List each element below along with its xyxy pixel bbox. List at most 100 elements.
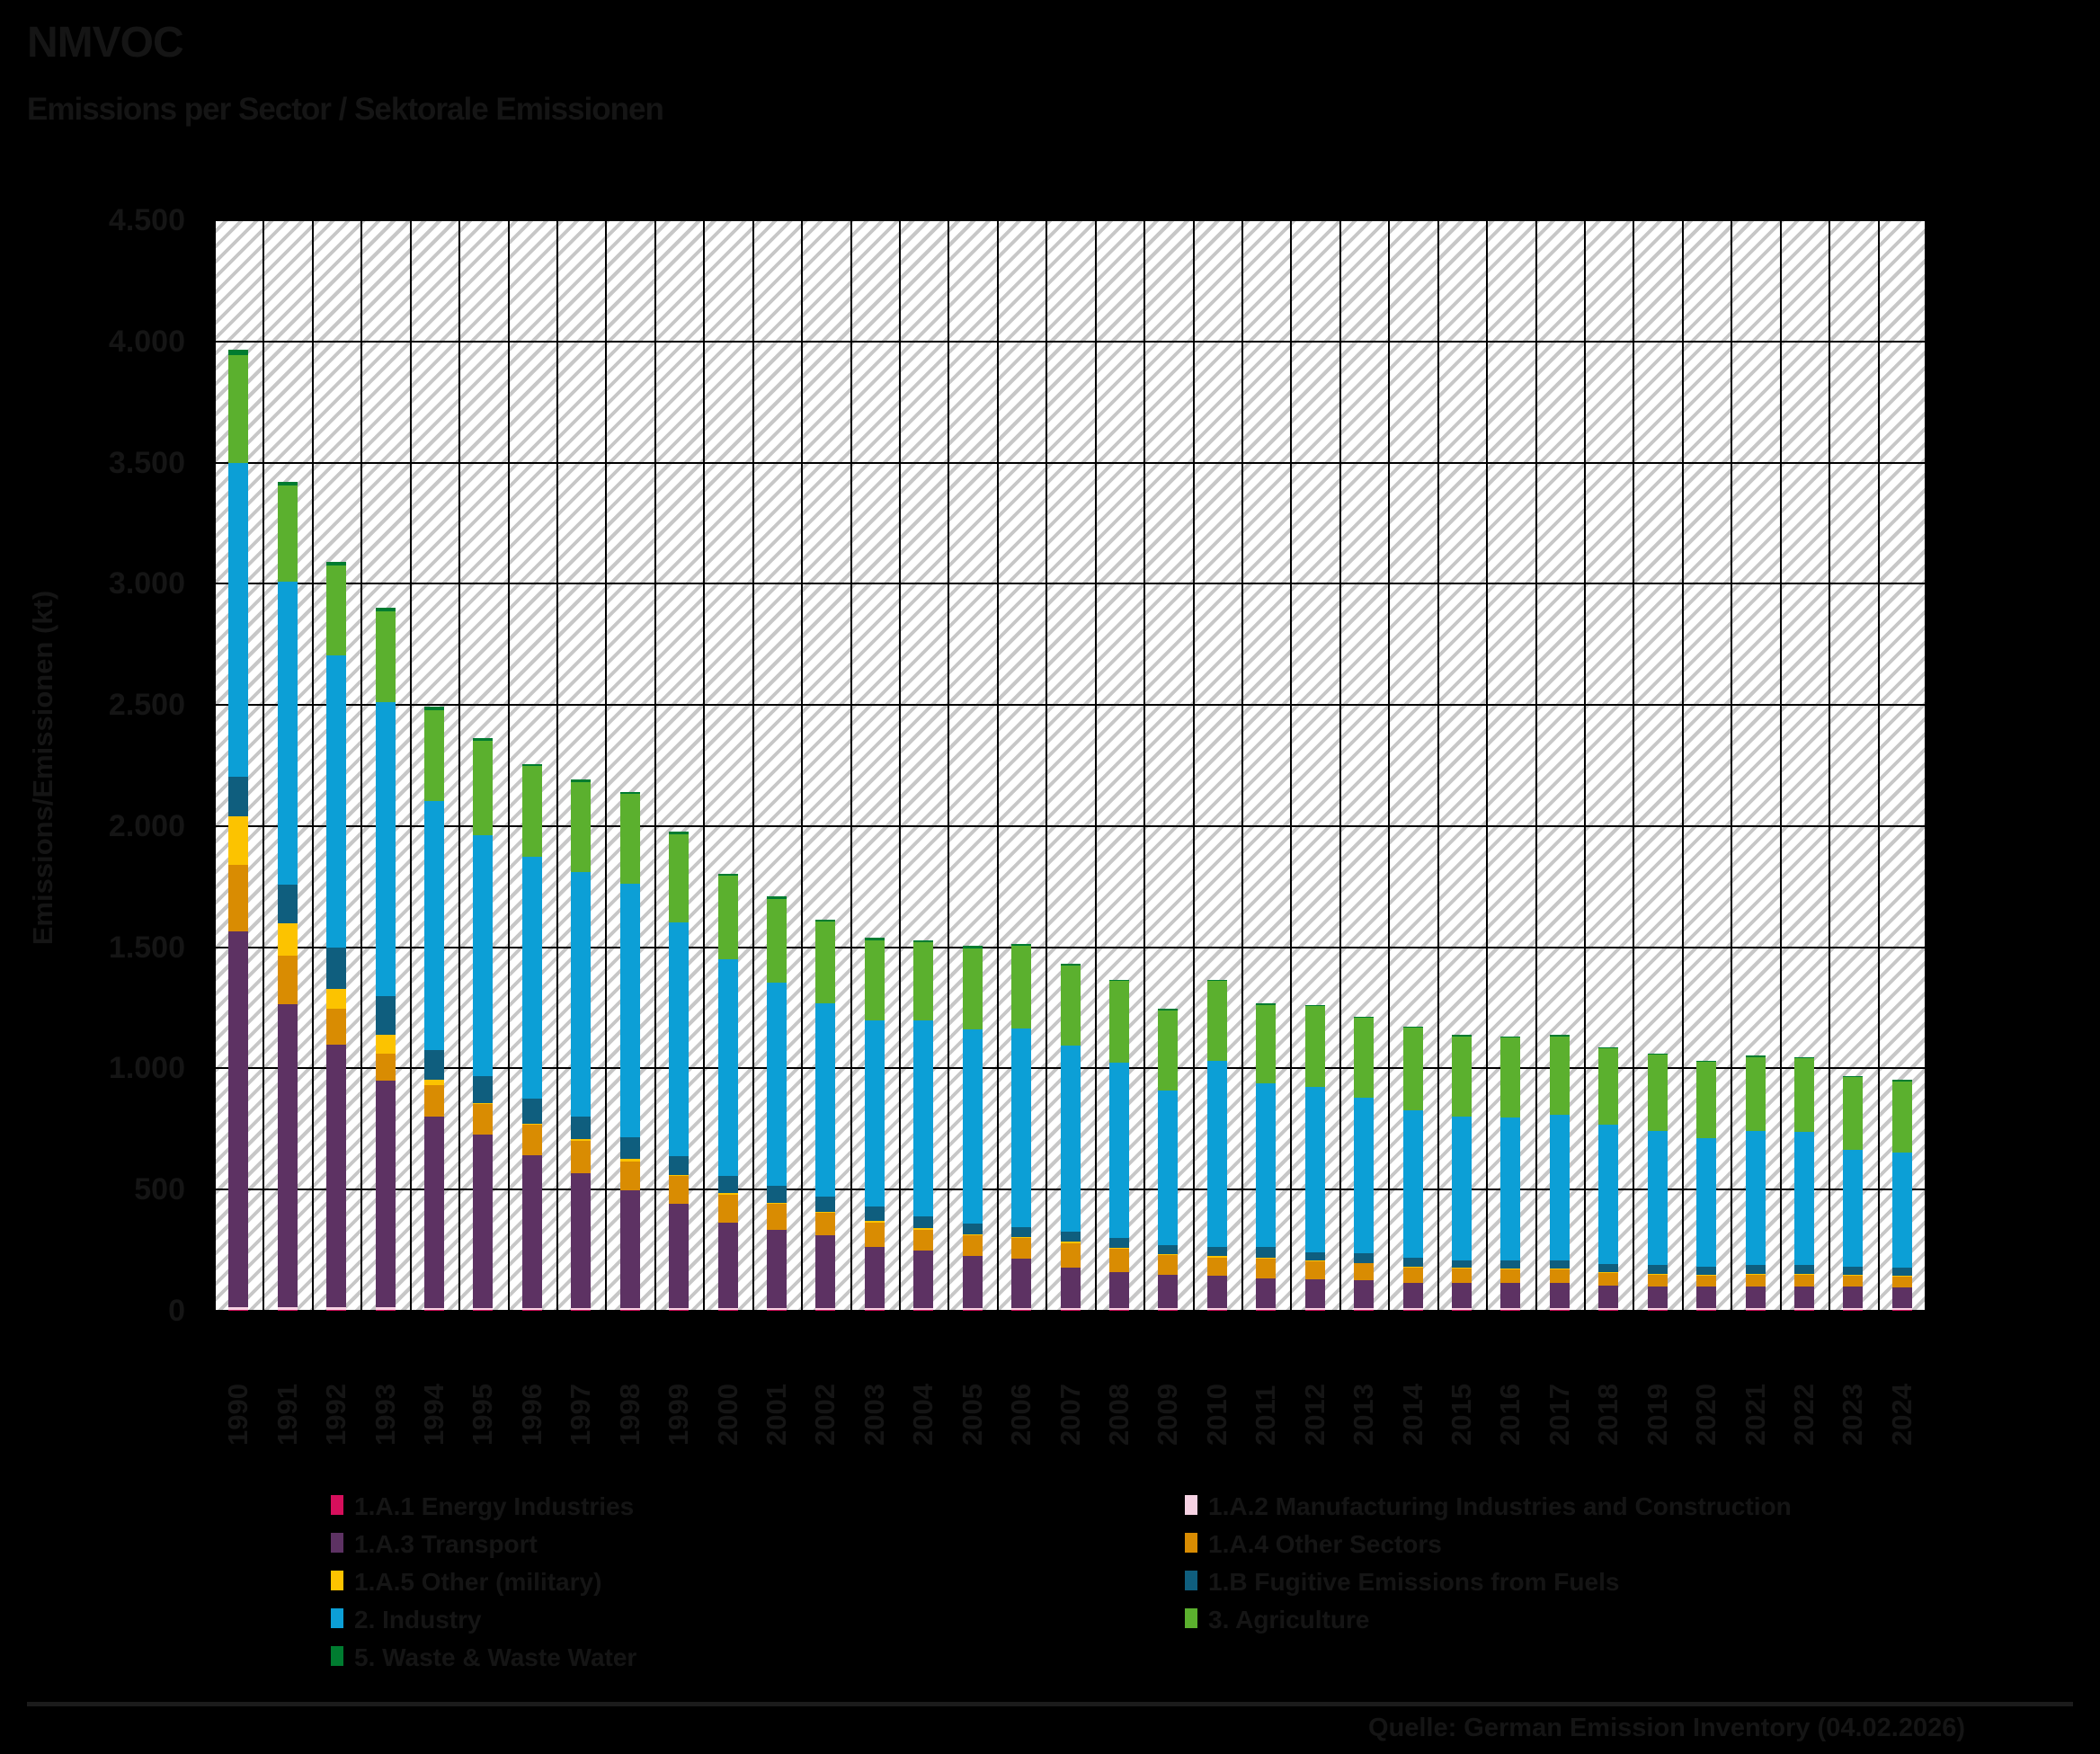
bar-segment [619, 1310, 640, 1311]
x-gridline [556, 220, 558, 1311]
bar-segment [1891, 1308, 1912, 1311]
bar-segment [1304, 1260, 1325, 1279]
x-tick-label: 2004 [907, 1384, 939, 1446]
bar-segment [1158, 1090, 1179, 1246]
bar-segment [1647, 1274, 1668, 1287]
stacked-bar-1992 [326, 562, 347, 1311]
x-tick-label: 2013 [1348, 1384, 1380, 1446]
bar-segment [1206, 1310, 1227, 1311]
bar-segment [815, 1308, 836, 1311]
bar-segment [228, 1306, 249, 1311]
bar-segment [1354, 1017, 1375, 1019]
bar-segment [423, 1307, 444, 1311]
bar-segment [521, 1154, 542, 1308]
bar-segment [619, 1307, 640, 1311]
bar-segment [1108, 1271, 1129, 1309]
stacked-bar-1990 [228, 350, 249, 1311]
bar-segment [1354, 1262, 1375, 1264]
bar-segment [473, 741, 494, 836]
x-tick-label: 2016 [1494, 1384, 1526, 1446]
bar-segment [1793, 1308, 1814, 1311]
bar-segment [1500, 1117, 1521, 1260]
bar-segment [815, 922, 836, 1003]
bar-segment [1696, 1061, 1717, 1138]
bar-segment [1256, 1004, 1277, 1084]
bar-segment [1206, 1308, 1227, 1311]
stacked-bar-2010 [1206, 979, 1227, 1311]
legend-swatch-icon [331, 1646, 343, 1666]
stacked-bar-2008 [1108, 979, 1129, 1311]
bar-segment [375, 702, 396, 996]
x-gridline [1046, 220, 1047, 1311]
bar-segment [1745, 1130, 1766, 1266]
y-tick-label: 4.000 [108, 324, 185, 359]
bar-segment [1011, 1028, 1032, 1228]
bar-segment [864, 1222, 885, 1247]
bar-segment [717, 876, 738, 960]
x-tick-label: 2000 [711, 1384, 743, 1446]
y-gridline [214, 946, 1926, 948]
x-gridline [1290, 220, 1292, 1311]
bar-segment [423, 710, 444, 802]
x-tick-label: 1995 [467, 1384, 499, 1446]
x-tick-label: 2024 [1885, 1384, 1918, 1446]
bar-segment [1060, 1310, 1081, 1311]
stacked-bar-2021 [1745, 1055, 1766, 1311]
bar-segment [1256, 1083, 1277, 1248]
bar-segment [619, 1136, 640, 1160]
bar-segment [1158, 1255, 1179, 1275]
x-tick-label: 2001 [760, 1384, 792, 1446]
bar-segment [1256, 1308, 1277, 1311]
bar-segment [1891, 1276, 1912, 1278]
bar-segment [521, 763, 542, 767]
stacked-bar-2009 [1158, 1008, 1179, 1311]
legend-label: 1.A.5 Other (military) [354, 1568, 602, 1596]
x-tick-label: 2020 [1690, 1384, 1722, 1446]
bar-segment [913, 939, 934, 943]
bar-segment [1793, 1310, 1814, 1311]
bar-segment [815, 1310, 836, 1311]
bar-segment [619, 791, 640, 795]
x-gridline [410, 220, 412, 1311]
bar-segment [1647, 1054, 1668, 1131]
legend-swatch-icon [1185, 1495, 1197, 1515]
bar-segment [277, 482, 298, 486]
bar-segment [1891, 1268, 1912, 1277]
bar-segment [1011, 1310, 1032, 1311]
bar-segment [1843, 1266, 1864, 1276]
bar-segment [1011, 1236, 1032, 1239]
bar-segment [1060, 1267, 1081, 1309]
x-tick-label: 2006 [1005, 1384, 1037, 1446]
plot-area [214, 219, 1926, 1312]
y-tick-label: 3.500 [108, 445, 185, 480]
bar-segment [1256, 1002, 1277, 1005]
bar-segment [962, 948, 983, 1030]
y-gridline [214, 340, 1926, 343]
bar-segment [1158, 1308, 1179, 1311]
legend-label: 3. Agriculture [1208, 1606, 1370, 1634]
y-tick-label: 2.000 [108, 808, 185, 843]
bar-segment [1354, 1018, 1375, 1099]
bar-segment [326, 654, 347, 948]
bar-segment [1206, 1256, 1227, 1258]
x-tick-label: 1996 [515, 1384, 547, 1446]
bar-segment [571, 779, 592, 782]
bar-segment [962, 1235, 983, 1257]
bar-segment [619, 1190, 640, 1308]
x-tick-label: 2011 [1250, 1385, 1282, 1446]
bar-segment [1451, 1260, 1472, 1269]
x-gridline [1829, 220, 1830, 1311]
bar-segment [1696, 1266, 1717, 1276]
bar-segment [1304, 1004, 1325, 1006]
stacked-bar-2017 [1549, 1035, 1570, 1311]
bar-segment [1745, 1055, 1766, 1057]
bar-segment [1108, 1247, 1129, 1250]
bar-segment [1011, 944, 1032, 947]
bar-segment [1793, 1274, 1814, 1287]
bar-segment [1500, 1308, 1521, 1311]
x-gridline [1486, 220, 1488, 1311]
bar-segment [766, 1310, 787, 1311]
bar-segment [913, 1310, 934, 1311]
bar-segment [1891, 1080, 1912, 1082]
bar-segment [1843, 1076, 1864, 1078]
